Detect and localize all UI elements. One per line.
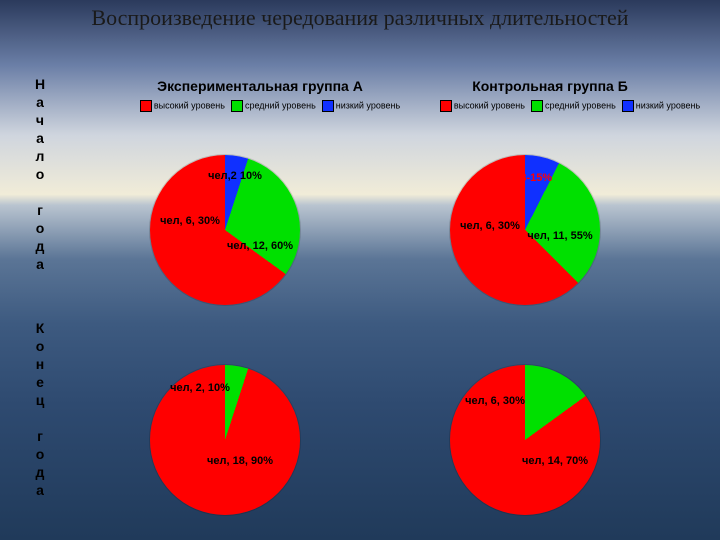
legend-swatch [231,100,243,112]
slide-stage: { "title": "Воспроизведение чередования … [0,0,720,540]
pie-chart-a-start: чел, 12, 60%чел, 6, 30%чел,2 10% [150,155,300,305]
legend-group-a: высокий уровень средний уровень низкий уро… [120,100,420,112]
column-title-b: Контрольная группа Б [420,78,680,94]
legend-swatch [440,100,452,112]
legend-item: высокий уровень [140,100,225,112]
row-label-start: Начало года [32,76,48,274]
legend-item: средний уровень [231,100,316,112]
legend-swatch [531,100,543,112]
pie-chart-b-end: чел, 14, 70%чел, 6, 30% [450,365,600,515]
pie-chart-b-start: чел, 11, 55%чел, 6, 30%чел,3-15% [450,155,600,305]
legend-item: средний уровень [531,100,616,112]
row-label-end: Конец года [32,320,48,500]
pie-chart-a-end: чел, 18, 90%чел, 2, 10% [150,365,300,515]
slide-title: Воспроизведение чередования различных дл… [0,6,720,30]
legend-item: высокий уровень [440,100,525,112]
legend-swatch [622,100,634,112]
legend-item: низкий уровень [622,100,700,112]
legend-swatch [322,100,334,112]
legend-swatch [140,100,152,112]
legend-group-b: высокий уровень средний уровень низкий уро… [420,100,720,112]
legend-item: низкий уровень [322,100,400,112]
column-title-a: Экспериментальная группа А [120,78,400,94]
